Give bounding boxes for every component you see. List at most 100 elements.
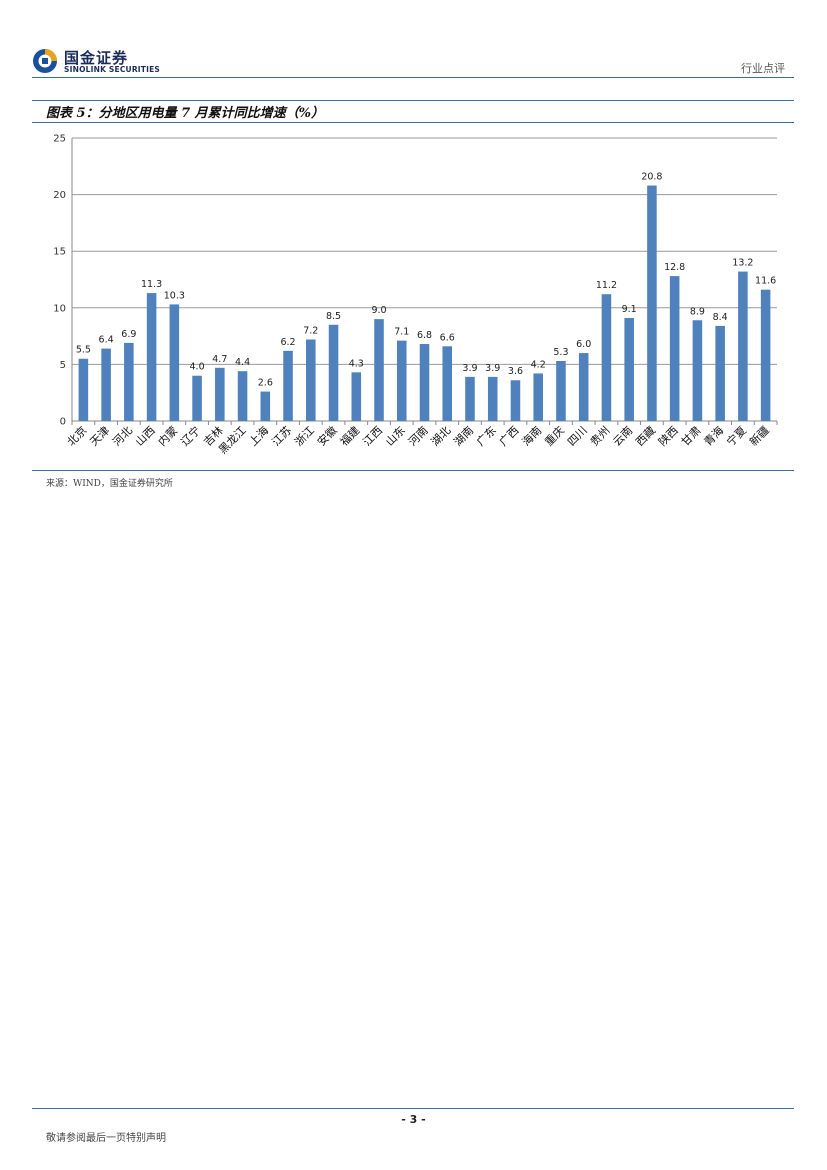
x-tick-label: 海南 <box>519 423 544 448</box>
bar <box>556 361 566 421</box>
data-label: 11.6 <box>755 276 776 287</box>
data-label: 6.2 <box>280 337 295 348</box>
logo-mark-icon <box>33 49 57 73</box>
bar <box>237 371 248 421</box>
y-tick-label: 5 <box>60 360 66 371</box>
logo-text-cn: 国金证券 <box>64 49 129 67</box>
bar <box>669 276 680 421</box>
figure-source: 来源：WIND，国金证券研究所 <box>46 479 173 489</box>
bar <box>601 294 612 421</box>
x-tick-label: 上海 <box>246 423 271 448</box>
data-label: 8.9 <box>690 306 705 317</box>
x-tick-label: 江苏 <box>269 424 294 449</box>
x-tick-label: 贵州 <box>588 424 613 449</box>
bar <box>442 346 453 421</box>
x-tick-label: 湖北 <box>429 424 454 449</box>
data-label: 8.5 <box>326 311 341 322</box>
bar <box>283 350 293 421</box>
footer-disclaimer: 敬请参阅最后一页特别声明 <box>46 1133 166 1144</box>
data-label: 6.8 <box>417 330 432 341</box>
data-label: 5.3 <box>553 347 568 358</box>
bar <box>692 320 703 421</box>
data-label: 13.2 <box>732 258 753 269</box>
bar <box>101 348 111 421</box>
x-tick-label: 宁夏 <box>724 423 749 448</box>
x-tick-label: 广东 <box>474 424 499 449</box>
data-label: 6.4 <box>99 335 114 346</box>
y-tick-label: 15 <box>53 247 66 258</box>
x-tick-label: 陕西 <box>655 423 680 448</box>
bar <box>419 344 430 421</box>
footer-rule <box>32 1108 794 1109</box>
bar <box>78 358 89 421</box>
x-tick-label: 西藏 <box>633 424 658 449</box>
y-tick-label: 10 <box>53 303 66 314</box>
bar <box>215 367 225 421</box>
bar <box>374 319 384 421</box>
x-tick-label: 四川 <box>565 424 590 449</box>
bar <box>124 342 134 421</box>
logo-text-en: SINOLINK SECURITIES <box>64 65 161 74</box>
x-tick-label: 河南 <box>406 424 431 449</box>
bar <box>328 324 339 421</box>
data-label: 3.6 <box>508 366 523 377</box>
report-type-label: 行业点评 <box>741 62 785 75</box>
x-tick-label: 新疆 <box>746 423 771 448</box>
data-label: 10.3 <box>164 290 185 301</box>
bar <box>760 289 771 421</box>
x-tick-label: 北京 <box>64 423 89 448</box>
x-tick-label: 福建 <box>337 423 362 448</box>
data-label: 3.9 <box>462 363 477 374</box>
bar <box>146 293 157 421</box>
figure-title: 图表 5：分地区用电量 7 月累计同比增速（%） <box>46 106 325 121</box>
bar <box>351 372 362 421</box>
bar-chart: 0 5 10 15 20 25 5.5 北京 6.4 天津 6.9 河北 11.3 山西 10.3 内蒙 4.0… <box>53 134 778 456</box>
bar <box>578 353 589 421</box>
data-label: 4.7 <box>212 354 227 365</box>
bar <box>396 340 407 421</box>
x-tick-label: 云南 <box>611 424 636 449</box>
data-label: 7.2 <box>303 325 318 336</box>
x-tick-label: 安徽 <box>314 423 339 448</box>
bar <box>192 375 202 421</box>
x-tick-label: 山东 <box>383 424 408 449</box>
bar <box>260 391 271 421</box>
x-tick-label: 重庆 <box>542 423 567 448</box>
bar <box>487 376 498 421</box>
x-tick-label: 辽宁 <box>178 423 203 448</box>
x-tick-label: 内蒙 <box>155 423 180 448</box>
data-label: 4.3 <box>349 358 364 369</box>
data-label: 11.2 <box>596 280 617 291</box>
data-label: 6.9 <box>121 329 136 340</box>
bar <box>306 339 316 421</box>
data-label: 4.4 <box>235 357 250 368</box>
page-number: - 3 - <box>401 1113 426 1126</box>
bar <box>465 376 475 421</box>
bar <box>738 271 748 421</box>
data-label: 3.9 <box>485 363 500 374</box>
figure-top-rule <box>32 100 794 101</box>
x-tick-label: 青海 <box>701 423 726 448</box>
data-label: 4.0 <box>190 362 205 373</box>
x-tick-label: 天津 <box>87 424 112 449</box>
x-tick-label: 山西 <box>133 424 158 449</box>
bar <box>624 317 634 421</box>
header-rule <box>32 77 794 78</box>
data-label: 12.8 <box>664 262 685 273</box>
bar <box>169 304 180 421</box>
bar <box>647 185 657 421</box>
data-label: 6.6 <box>440 332 455 343</box>
company-logo: 国金证券 SINOLINK SECURITIES <box>30 44 170 78</box>
x-tick-label: 湖南 <box>451 424 476 449</box>
figure-bottom-rule <box>32 470 794 471</box>
x-tick-label: 河北 <box>110 424 135 449</box>
y-tick-label: 20 <box>53 190 66 201</box>
bar <box>715 325 725 421</box>
data-label: 5.5 <box>76 345 91 356</box>
x-tick-label: 甘肃 <box>679 424 704 449</box>
data-label: 4.2 <box>531 359 546 370</box>
x-tick-label: 浙江 <box>292 424 317 449</box>
data-label: 6.0 <box>576 339 591 350</box>
figure-title-rule <box>32 122 794 123</box>
data-label: 8.4 <box>713 312 728 323</box>
